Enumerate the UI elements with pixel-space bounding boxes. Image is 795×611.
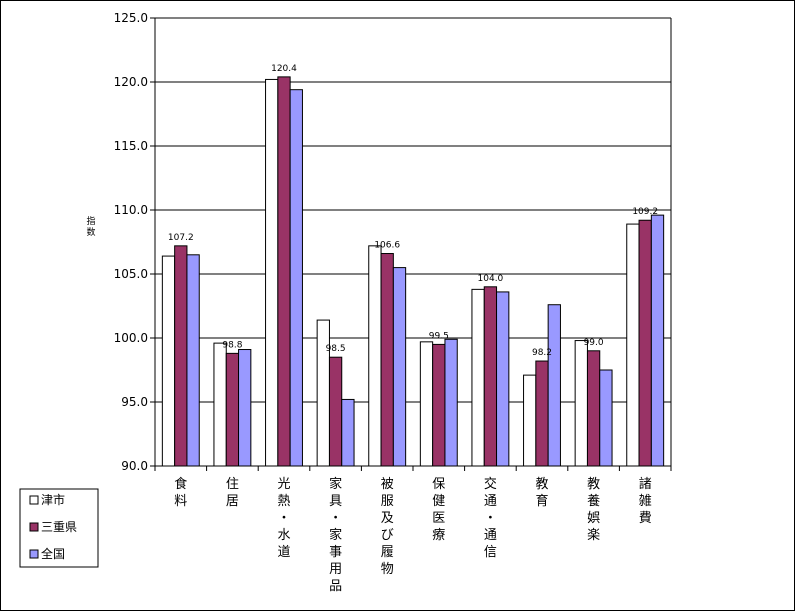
y-tick-labels: 125.0 120.0 115.0 110.0 105.0 100.0 95.0 90.0 bbox=[114, 11, 148, 473]
bar bbox=[496, 291, 510, 467]
bar bbox=[638, 219, 652, 467]
bar bbox=[289, 89, 303, 467]
bar bbox=[444, 338, 458, 467]
y-tick-label: 125.0 bbox=[114, 11, 148, 25]
category-label: 交通・通信 bbox=[484, 476, 497, 560]
bar bbox=[174, 245, 188, 467]
category-label: 被服及び履物 bbox=[381, 477, 394, 577]
y-tick-label: 105.0 bbox=[114, 267, 148, 281]
y-axis-label: 指数 bbox=[86, 215, 95, 238]
data-labels: 107.2 98.8 120.4 98.5 106.6 99.5 104.0 98.2 99.0… bbox=[168, 64, 658, 358]
category-label: 光熱・水道 bbox=[277, 477, 290, 560]
bar bbox=[535, 360, 549, 467]
legend-label: 津市 bbox=[41, 492, 65, 507]
category-label: 家具・家事用品 bbox=[329, 476, 342, 594]
bar bbox=[392, 267, 407, 467]
bar bbox=[316, 319, 330, 467]
bar bbox=[186, 254, 200, 467]
data-label: 120.4 bbox=[271, 64, 297, 74]
category-label: 諸雑費 bbox=[639, 476, 652, 526]
data-label: 99.5 bbox=[429, 331, 449, 341]
data-label: 98.2 bbox=[532, 348, 552, 358]
data-label: 98.8 bbox=[222, 340, 242, 350]
category-label: 教養娯楽 bbox=[587, 476, 600, 543]
y-tick-label: 115.0 bbox=[114, 139, 148, 153]
y-tick-label: 120.0 bbox=[114, 75, 148, 89]
bar bbox=[328, 356, 343, 467]
bar bbox=[368, 245, 382, 467]
bar bbox=[380, 253, 394, 467]
bars bbox=[161, 76, 665, 467]
bar bbox=[265, 78, 279, 467]
bar bbox=[213, 342, 227, 467]
legend-label: 三重県 bbox=[41, 520, 77, 534]
bar bbox=[238, 349, 252, 467]
bar bbox=[225, 352, 240, 467]
bar bbox=[341, 398, 355, 467]
bar bbox=[161, 255, 176, 467]
bar bbox=[432, 343, 446, 467]
data-label: 109.2 bbox=[632, 207, 658, 217]
category-labels: 食料 住居 光熱・水道 家具・家事用品 被服及び履物 保健医療 交通・通信 教育 教養娯楽 諸雑費 bbox=[174, 476, 651, 594]
data-label: 99.0 bbox=[584, 338, 604, 348]
bar bbox=[626, 223, 640, 467]
legend-swatch bbox=[29, 522, 39, 532]
category-label: 保健医療 bbox=[432, 477, 445, 543]
y-tick-label: 110.0 bbox=[114, 203, 148, 217]
legend-label: 全国 bbox=[41, 546, 65, 561]
y-tick-label: 90.0 bbox=[121, 459, 148, 473]
bar bbox=[574, 340, 588, 467]
y-tick-label: 100.0 bbox=[114, 331, 148, 345]
bar bbox=[471, 288, 485, 467]
bar bbox=[419, 341, 434, 467]
category-label: 食料 bbox=[174, 476, 187, 509]
bar bbox=[523, 374, 537, 467]
bar bbox=[547, 304, 561, 467]
data-label: 98.5 bbox=[326, 344, 346, 354]
legend-swatch bbox=[29, 495, 39, 505]
category-label: 教育 bbox=[535, 476, 548, 509]
legend-swatch bbox=[29, 549, 39, 559]
bar bbox=[483, 286, 498, 467]
axes bbox=[150, 17, 672, 471]
data-label: 104.0 bbox=[478, 274, 504, 284]
category-label: 住居 bbox=[226, 477, 239, 509]
data-label: 107.2 bbox=[168, 233, 194, 243]
y-tick-label: 95.0 bbox=[121, 395, 148, 409]
bar bbox=[277, 76, 291, 467]
y-axis-label-text: 指数 bbox=[86, 215, 95, 238]
bar bbox=[650, 214, 665, 467]
bar bbox=[599, 369, 613, 467]
bar bbox=[586, 350, 601, 467]
data-label: 106.6 bbox=[374, 241, 400, 251]
